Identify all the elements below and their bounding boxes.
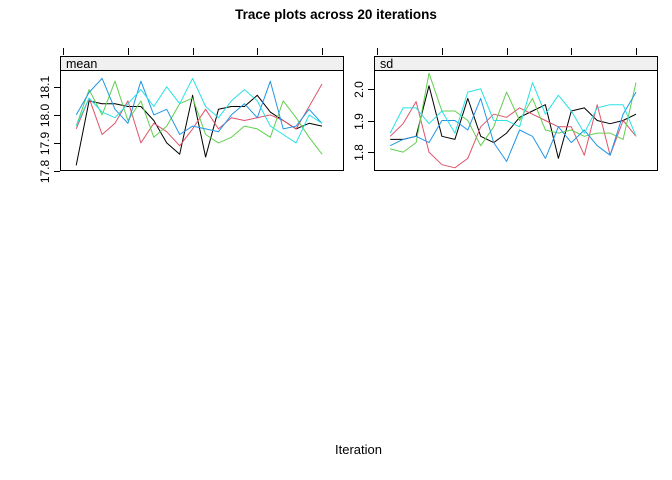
strip-header-mean: mean — [60, 56, 344, 70]
plot-area-sd: 1.8 1.9 2.0 — [352, 48, 658, 171]
y-tick-label: 2.0 — [352, 81, 366, 98]
y-tick-label: 1.8 — [352, 144, 366, 161]
plot-area-mean: 17.8 17.9 18.0 18.1 — [38, 48, 344, 183]
y-tick-label: 17.8 — [38, 159, 52, 183]
strip-label-mean: mean — [66, 57, 98, 70]
y-tick-label: 1.9 — [352, 113, 366, 130]
y-tick-label: 18.1 — [38, 75, 52, 99]
trace-line-blue — [75, 77, 323, 135]
trace-line-blue — [389, 91, 637, 162]
trace-line-green — [75, 80, 323, 155]
panel-sd: sd 1.8 1.9 2.0 — [352, 48, 658, 171]
y-tick-label: 18.0 — [38, 103, 52, 127]
panel-border — [374, 70, 658, 171]
trace-line-red — [389, 101, 637, 169]
x-axis-label: Iteration — [335, 442, 382, 457]
strip-label-sd: sd — [380, 57, 394, 70]
strip-header-sd: sd — [374, 56, 658, 70]
trace-line-cyan — [75, 77, 323, 144]
panel-mean: mean 17.8 17.9 18.0 18.1 — [38, 48, 344, 183]
trace-line-black — [390, 85, 637, 159]
trace-line-cyan — [389, 82, 637, 137]
plot-title: Trace plots across 20 iterations — [235, 7, 437, 22]
trace-line-green — [390, 72, 637, 153]
panel-border — [60, 70, 344, 171]
y-tick-label: 17.9 — [38, 131, 52, 155]
